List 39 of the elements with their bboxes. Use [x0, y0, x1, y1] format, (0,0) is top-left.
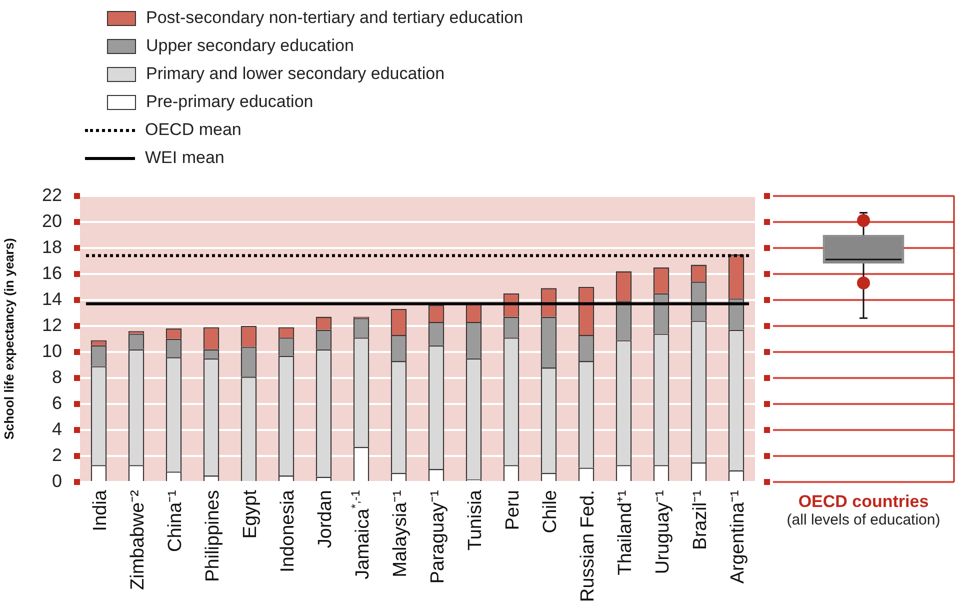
y-axis-title: School life expectancy (in years)	[1, 238, 16, 440]
x-tick-label: Philippines	[202, 490, 224, 582]
x-axis-title: (all levels of education)	[786, 512, 940, 529]
x-tick-label: OECD countries	[798, 492, 929, 512]
legend-label: Pre-primary education	[146, 92, 314, 112]
y-tick-label: 18	[42, 236, 62, 257]
x-tick-label: Uruguay⁻¹	[652, 490, 674, 574]
x-tick-label: Argentina⁻¹	[727, 490, 748, 584]
x-tick-label: Peru	[502, 490, 524, 530]
x-tick-label: Indonesia	[277, 490, 298, 572]
legend-label: Primary and lower secondary education	[146, 64, 445, 84]
y-tick-label: 2	[52, 444, 62, 465]
legend-label: WEI mean	[145, 148, 224, 168]
x-tick-label: Malaysia⁻¹	[390, 490, 411, 578]
legend-label: Upper secondary education	[146, 36, 354, 56]
x-tick-label: Thailand⁺¹	[614, 490, 636, 576]
x-tick-label: Paraguay⁻¹	[427, 490, 448, 584]
y-tick-label: 22	[42, 184, 62, 205]
x-tick-label: Jamaica*,-1	[348, 490, 374, 580]
y-tick-label: 0	[52, 470, 62, 491]
y-tick-label: 12	[42, 314, 62, 335]
y-tick-label: 16	[42, 262, 62, 283]
x-tick-label: Brazil⁻¹	[690, 490, 711, 550]
legend-label: Post-secondary non-tertiary and tertiary education	[146, 8, 524, 28]
legend-label: OECD mean	[145, 120, 242, 140]
y-tick-label: 14	[42, 288, 62, 309]
x-tick-label: Egypt	[240, 489, 261, 539]
y-tick-label: 6	[52, 392, 62, 413]
x-tick-label: China⁻¹	[164, 490, 186, 552]
x-tick-label: Zimbabwe⁻²	[127, 490, 148, 590]
y-tick-label: 8	[52, 366, 62, 387]
y-tick-label: 10	[42, 340, 62, 361]
y-tick-label: 20	[42, 210, 62, 231]
x-tick-label: India	[90, 490, 111, 532]
x-tick-label: Russian Fed.	[577, 490, 598, 602]
x-tick-label: Chile	[540, 490, 561, 534]
x-tick-label: Jordan	[314, 490, 336, 548]
x-tick-label: Tunisia	[464, 490, 486, 551]
y-tick-label: 4	[52, 418, 62, 439]
